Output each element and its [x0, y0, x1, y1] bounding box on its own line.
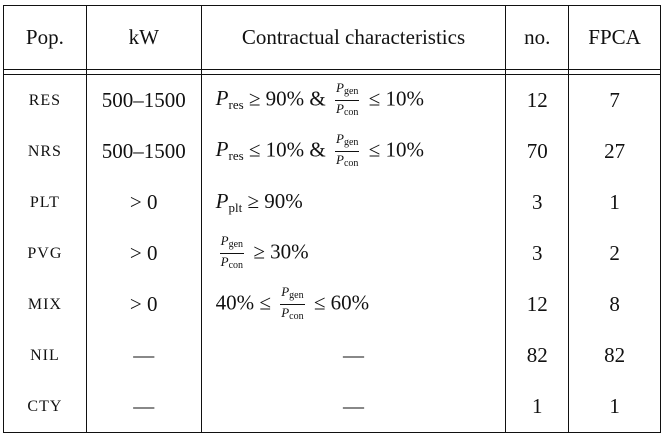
fraction: Pgen Pcon: [280, 284, 305, 322]
header-double-rule: [3, 69, 661, 75]
cell-no: 82: [505, 330, 569, 381]
cell-no: 3: [505, 228, 569, 279]
cell-pop: NIL: [3, 330, 87, 381]
cell-pop: PVG: [3, 228, 87, 279]
cell-pop: NRS: [3, 126, 87, 177]
cell-no: 70: [505, 126, 569, 177]
cell-kw: —: [85, 330, 202, 381]
cell-pop: PLT: [3, 177, 87, 228]
cell-contract: Pgen Pcon ≥ 30%: [200, 228, 506, 279]
cell-contract: —: [200, 381, 506, 433]
cell-no: 12: [505, 279, 569, 330]
cell-kw: > 0: [85, 177, 202, 228]
cell-no: 3: [505, 177, 569, 228]
header-row: Pop. kW Contractual characteristics no. …: [3, 5, 661, 70]
cell-fpca: 27: [568, 126, 661, 177]
cell-pop: RES: [3, 74, 87, 126]
cell-kw: > 0: [85, 228, 202, 279]
header-pop: Pop.: [3, 5, 87, 70]
cell-contract: Pres ≥ 90% & Pgen Pcon ≤ 10%: [200, 74, 506, 126]
table-row: MIX > 0 40% ≤ Pgen Pcon ≤ 60% 12 8: [3, 279, 661, 330]
cell-kw: 500–1500: [85, 126, 202, 177]
cell-fpca: 7: [568, 74, 661, 126]
header-contract: Contractual characteristics: [200, 5, 506, 70]
header-kw: kW: [85, 5, 202, 70]
cell-contract: Pplt ≥ 90%: [200, 177, 506, 228]
cell-fpca: 8: [568, 279, 661, 330]
population-table: Pop. kW Contractual characteristics no. …: [3, 5, 661, 433]
cell-no: 12: [505, 74, 569, 126]
cell-pop: MIX: [3, 279, 87, 330]
cell-kw: —: [85, 381, 202, 433]
fraction: Pgen Pcon: [219, 233, 245, 271]
table-row: CTY — —1 1: [3, 381, 661, 433]
cell-fpca: 2: [568, 228, 661, 279]
cell-contract: —: [200, 330, 506, 381]
fraction: Pgen Pcon: [335, 80, 360, 118]
table-row: PVG > 0 Pgen Pcon ≥ 30% 3 2: [3, 228, 661, 279]
header-fpca: FPCA: [568, 5, 661, 70]
header-no: no.: [505, 5, 569, 70]
table-row: NRS 500–1500 Pres ≤ 10% & Pgen Pcon ≤ 10% 70…: [3, 126, 661, 177]
cell-pop: CTY: [3, 381, 87, 433]
cell-fpca: 1: [568, 177, 661, 228]
cell-contract: 40% ≤ Pgen Pcon ≤ 60%: [200, 279, 506, 330]
cell-fpca: 82: [568, 330, 661, 381]
table-row: NIL — —82 82: [3, 330, 661, 381]
cell-kw: 500–1500: [85, 74, 202, 126]
table-body: RES 500–1500 Pres ≥ 90% & Pgen Pcon ≤ 10% 12…: [3, 74, 661, 433]
table-row: PLT > 0 Pplt ≥ 90% 3 1: [3, 177, 661, 228]
cell-fpca: 1: [568, 381, 661, 433]
cell-kw: > 0: [85, 279, 202, 330]
table-row: RES 500–1500 Pres ≥ 90% & Pgen Pcon ≤ 10% 12…: [3, 74, 661, 126]
fraction: Pgen Pcon: [335, 131, 360, 169]
cell-contract: Pres ≤ 10% & Pgen Pcon ≤ 10%: [200, 126, 506, 177]
cell-no: 1: [505, 381, 569, 433]
